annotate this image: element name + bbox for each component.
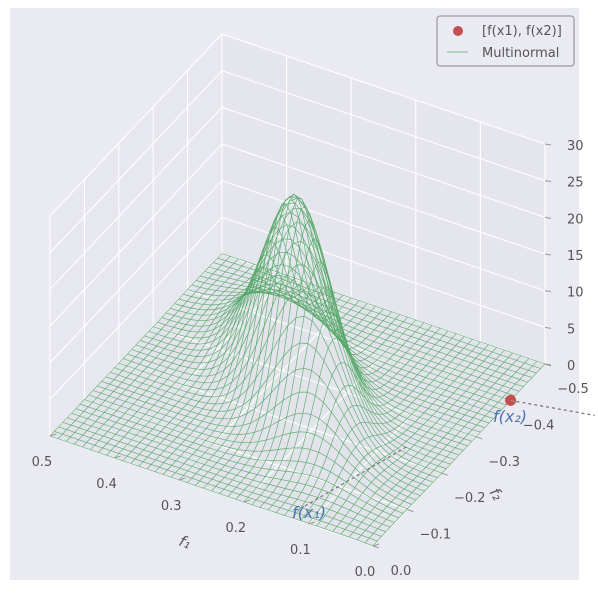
x-tick-label: 0.2 [225,521,246,536]
grid-line-z [49,180,546,364]
z-tick-label: 15 [567,249,584,264]
guide-to-f-x1 [304,445,409,507]
grid-line-z [49,216,546,400]
surface-line-y [170,264,494,419]
surface-line-y [110,315,434,483]
z-tick-mark [544,290,552,293]
surface-line-y [196,280,520,392]
surface-line-y [122,240,447,469]
surface-line-y [144,196,468,447]
point-layer [505,394,517,406]
z-tick-label: 10 [567,286,584,301]
surface-line-y [178,283,503,410]
z-tick-mark [544,326,552,329]
legend: [f(x1), f(x2)] Multinormal [436,15,575,67]
y-tick-mark [441,472,448,476]
surface-line-y [204,271,528,383]
legend-point-marker [453,26,463,36]
annotation-f-x2: f(x₂) [493,407,527,426]
x-tick-label: 0.1 [290,543,311,558]
annotation-f-x1: f(x₁) [292,503,326,522]
x-tick-label: 0.4 [96,477,117,492]
z-tick-mark [544,143,552,146]
z-tick-label: 25 [567,176,584,191]
surface-line-y [157,224,481,433]
x-tick-mark [308,521,315,525]
surface-line-y [118,264,442,474]
grid-line-z [49,106,546,290]
z-tick-label: 5 [567,322,575,337]
surface-line-y [58,426,382,537]
surface-line-y [191,284,516,397]
surface-line-y [114,289,438,479]
y-tick-mark [476,436,483,440]
surface-line-y [217,257,541,369]
surface-line-y [131,207,455,460]
surface-line-y [153,211,477,438]
legend-label-point: [f(x1), f(x2)] [482,24,562,39]
surface-line-y [97,385,421,496]
x-tick-mark [114,455,121,459]
surface-wireframe [49,193,546,547]
y-tick-label: −0.4 [523,418,555,433]
surface-line-y [127,221,451,465]
z-tick-label: 20 [567,212,584,227]
y-tick-label: −0.1 [420,528,452,543]
sample-point [505,394,517,406]
guide-to-f-x2 [510,399,595,417]
surface-line-y [221,253,546,365]
tick-labels: 0.0 0.1 0.2 0.3 0.4 0.5 0.0 −0.1 −0.2 −0.3 −0.4 −0.… [32,139,589,580]
y-tick-mark [510,399,517,403]
surface-line-y [140,193,464,451]
y-tick-mark [407,509,414,513]
surface-line-y [213,262,537,374]
x-tick-label: 0.0 [355,565,376,580]
grid-line-z [49,70,546,254]
y-tick-label: 0.0 [391,564,412,579]
z-tick-mark [544,363,552,366]
surface-line-y [67,417,391,528]
x-tick-mark [49,433,57,437]
z-tick-mark [544,180,552,183]
z-tick-label: 0 [567,359,575,374]
legend-box [436,15,575,67]
grid-line-z [49,33,546,217]
surface-line-y [71,412,395,523]
projection-guides [304,399,595,507]
surface-line-y [75,408,399,519]
x-tick-mark [372,543,380,547]
y-tick-label: −0.3 [488,455,520,470]
surface-line-y [54,431,378,542]
surface-line-y [183,288,507,406]
surface-line-y [148,202,473,442]
legend-label-surface: Multinormal [482,46,559,61]
surface-line-y [88,394,412,505]
x-tick-label: 0.3 [161,499,182,514]
grid-line-z [49,143,546,327]
surface-line-y [49,435,374,547]
x-tick-label: 0.5 [32,455,53,470]
z-tick-label: 30 [567,139,584,154]
z-tick-mark [544,253,552,256]
x-tick-mark [179,477,186,481]
y-tick-mark [372,545,380,549]
surface-line-y [161,238,485,429]
surface-line-y [62,421,387,533]
y-tick-label: −0.5 [557,382,589,397]
surface-line-y [105,342,430,487]
surface-line-y [200,275,524,388]
surface-line-y [209,266,533,378]
surface-line-y [92,390,417,501]
y-tick-label: −0.2 [454,491,486,506]
surface-line-y [101,367,425,492]
surface-line-y [79,403,404,514]
surface-line-y [166,251,490,424]
x-tick-mark [243,499,250,503]
surface-line-y [187,289,511,401]
z-tick-mark [544,216,552,219]
